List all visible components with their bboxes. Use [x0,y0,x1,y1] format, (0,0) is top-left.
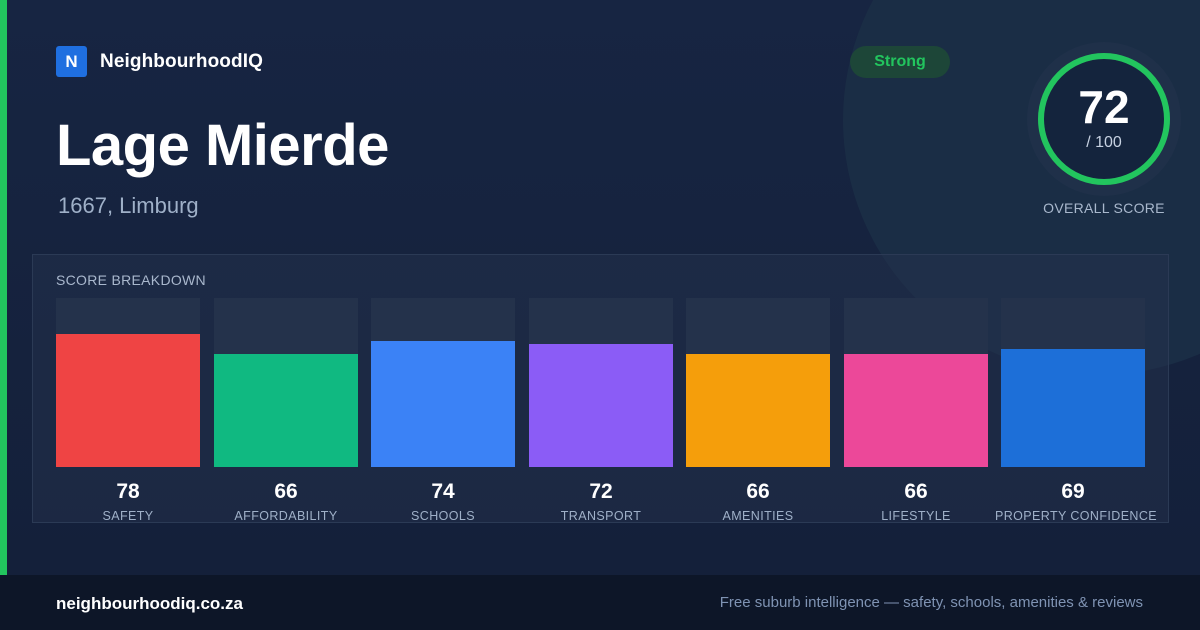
bar-value: 66 [274,480,298,503]
bar-track [214,298,358,467]
suburb-title: Lage Mierde [56,113,389,178]
bar-fill [371,341,515,467]
bar-fill [56,334,200,467]
accent-bar [0,0,7,575]
footer-url-link[interactable]: neighbourhoodiq.co.za [56,594,243,613]
bar-label: LIFESTYLE [881,509,951,523]
bar-label: SCHOOLS [411,509,475,523]
breakdown-item-lifestyle: 66 LIFESTYLE [844,298,988,523]
breakdown-item-safety: 78 SAFETY [56,298,200,523]
bar-label: AMENITIES [722,509,794,523]
bar-value: 66 [904,480,928,503]
score-ring-arc [1038,53,1170,185]
breakdown-item-transport: 72 TRANSPORT [529,298,673,523]
breakdown-bars: 78 SAFETY 66 AFFORDABILITY 74 SCHOOLS 72 TRANSP… [33,255,1168,523]
brand-logo-icon: N [56,46,87,77]
bar-track [56,298,200,467]
footer: neighbourhoodiq.co.za Free suburb intell… [0,575,1200,630]
bar-fill [529,344,673,467]
bar-value: 74 [431,480,455,503]
strength-badge: Strong [850,46,950,78]
bar-fill [214,354,358,467]
bar-value: 69 [1061,480,1085,503]
bar-value: 72 [589,480,613,503]
breakdown-item-affordability: 66 AFFORDABILITY [214,298,358,523]
bar-label: SAFETY [102,509,154,523]
overall-score-max: / 100 [1086,134,1122,151]
hero-card: N NeighbourhoodIQ Lage Mierde 1667, Limb… [0,0,1200,575]
bar-fill [844,354,988,467]
overall-score-label: OVERALL SCORE [1043,200,1165,216]
brand-name: NeighbourhoodIQ [100,50,263,72]
bar-value: 66 [746,480,770,503]
bar-label: PROPERTY CONFIDENCE [995,509,1158,523]
overall-score-value: 72 [1078,81,1130,133]
breakdown-item-property-confidence: 69 PROPERTY CONFIDENCE [995,298,1157,523]
bar-fill [686,354,830,467]
bar-track [371,298,515,467]
breakdown-title: SCORE BREAKDOWN [56,272,206,288]
bar-track [686,298,830,467]
footer-tagline: Free suburb intelligence — safety, schoo… [719,594,1143,611]
bar-track [844,298,988,467]
bar-track [529,298,673,467]
brand[interactable]: N NeighbourhoodIQ [56,46,263,77]
bar-value: 78 [116,480,140,503]
bar-fill [1001,349,1145,467]
bar-track [1001,298,1145,467]
score-ring-graphic [1027,42,1181,196]
breakdown-item-schools: 74 SCHOOLS [371,298,515,523]
suburb-location: 1667, Limburg [58,193,199,218]
overall-score-ring: 72 / 100 [1027,42,1181,196]
bar-label: TRANSPORT [560,509,642,523]
breakdown-item-amenities: 66 AMENITIES [686,298,830,523]
bar-label: AFFORDABILITY [234,509,338,523]
score-breakdown-panel: SCORE BREAKDOWN 78 SAFETY 66 AFFORDABILITY 7… [32,254,1169,523]
